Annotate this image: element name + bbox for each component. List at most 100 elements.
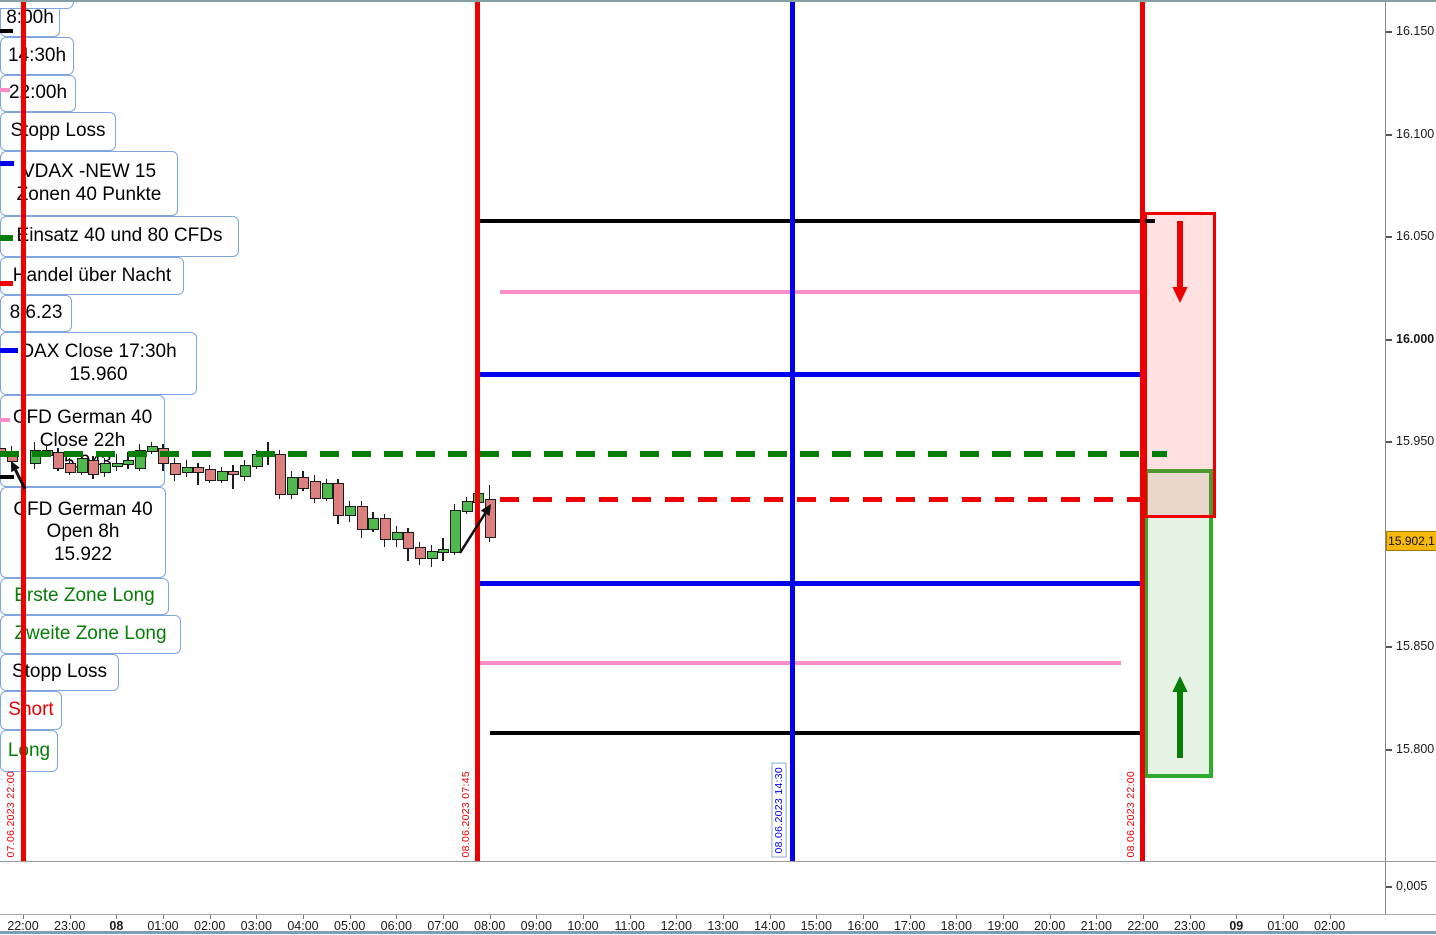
cfd-close-note-text: CFD German 40 <box>12 407 153 429</box>
zweite-zone-short-line[interactable] <box>500 290 1145 295</box>
time-tick <box>442 915 444 919</box>
session-line-0806-0745[interactable] <box>475 0 481 862</box>
stopp-loss-short-text: Stopp Loss <box>10 120 106 142</box>
time-tick <box>1282 915 1284 919</box>
einsatz-note[interactable]: Einsatz 40 und 80 CFDs <box>0 216 239 257</box>
price-tick <box>1386 133 1392 136</box>
einsatz-note-text: Einsatz 40 und 80 CFDs <box>16 225 223 247</box>
left-stub-line-1 <box>0 88 10 92</box>
sub-price-label: 0,005 <box>1396 879 1428 893</box>
price-tick-label: 15.800 <box>1396 741 1435 756</box>
time-tick-label: 18:00 <box>940 919 972 933</box>
datum-label-text: 8.6.23 <box>9 302 63 324</box>
subpanel-separator <box>0 861 1436 862</box>
time-tick-label: 05:00 <box>334 919 366 933</box>
session-line-0806-2200-date-label: 08.06.2023 22:00 <box>1124 771 1137 858</box>
price-tick <box>1386 441 1392 443</box>
session-line-0806-2200[interactable] <box>1140 0 1146 862</box>
stopp-loss-short[interactable]: Stopp Loss <box>0 112 116 151</box>
stopp-loss-long[interactable]: Stopp Loss <box>0 654 119 691</box>
time-tick <box>676 915 678 919</box>
time-tick <box>582 915 584 919</box>
candle <box>135 450 147 469</box>
cfd-open-note[interactable]: CFD German 40 Open 8h 15.922 <box>0 487 166 578</box>
candle <box>123 460 135 465</box>
clipped-label-box[interactable] <box>0 0 74 9</box>
cfd-close-dashed-line[interactable] <box>0 451 1167 458</box>
time-tick <box>302 915 304 919</box>
stopp-loss-short-line[interactable] <box>478 218 1155 223</box>
zweite-zone-label[interactable]: Zweite Zone Long <box>0 615 181 654</box>
candle <box>438 548 450 554</box>
candle-wick <box>115 454 118 471</box>
vdax-note[interactable]: VDAX -NEW 15 Zonen 40 Punkte <box>0 151 178 216</box>
cfd-open-note-text: Open 8h <box>46 521 120 543</box>
time-tick <box>722 915 724 919</box>
short-label[interactable]: Short <box>0 691 62 730</box>
time-tick-label: 03:00 <box>240 919 272 933</box>
erste-zone-label[interactable]: Erste Zone Long <box>0 578 169 615</box>
time-tick-label: 07:00 <box>427 919 459 933</box>
label-1430h[interactable]: 14:30h <box>0 37 74 75</box>
label-2200h[interactable]: 22:00h <box>0 75 76 112</box>
left-stub-line-2 <box>0 160 14 166</box>
time-tick-label: 09:00 <box>520 919 552 933</box>
price-tick-label: 15.950 <box>1396 434 1435 448</box>
time-tick <box>769 915 771 919</box>
time-tick-label: 08:00 <box>474 919 506 933</box>
long-label[interactable]: Long <box>0 730 58 772</box>
candle <box>485 499 497 539</box>
time-tick <box>116 915 118 919</box>
price-tick-label: 16.000 <box>1396 331 1435 346</box>
time-tick-label: 02:00 <box>1313 919 1346 933</box>
left-stub-line-6 <box>0 418 10 422</box>
time-tick <box>1142 915 1144 919</box>
time-tick <box>1189 915 1191 919</box>
time-tick <box>1329 915 1331 919</box>
dax-close-note-text: 15.960 <box>69 363 128 385</box>
candle <box>368 517 380 531</box>
time-tick <box>816 915 818 919</box>
stopp-loss-long-line[interactable] <box>490 731 1145 736</box>
time-tick-label: 23:00 <box>1173 919 1206 933</box>
chart-canvas[interactable]: 07.06.2023 22:00 08.06.2023 07:45 08.06.20… <box>0 0 1385 862</box>
time-axis[interactable]: 22:00 23:00 08 01:00 02:00 03:00 04:00 05:00 06:… <box>0 914 1436 935</box>
dax-close-note[interactable]: DAX Close 17:30h 15.960 <box>0 332 197 395</box>
candle <box>345 505 357 516</box>
erste-zone-short-line[interactable] <box>478 371 1145 377</box>
price-axis[interactable]: 16.150 16.100 16.050 16.000 15.950 15.850 15.8… <box>1385 0 1436 935</box>
session-line-0706-2200[interactable] <box>20 0 26 862</box>
session-line-0806-0745-date-label: 08.06.2023 07:45 <box>459 771 472 858</box>
price-tick-label: 16.050 <box>1396 229 1435 243</box>
candle-wick <box>197 462 199 486</box>
datum-label[interactable]: 8.6.23 <box>0 295 72 332</box>
vdax-note-text: Zonen 40 Punkte <box>16 183 162 205</box>
handel-note[interactable]: Handel über Nacht <box>0 257 184 295</box>
price-tick-label: 16.100 <box>1396 126 1435 141</box>
zweite-zone-long-line[interactable] <box>478 661 1121 666</box>
candle <box>240 464 252 477</box>
long-label-text: Long <box>7 739 51 761</box>
candle <box>310 480 322 500</box>
candle <box>333 483 345 516</box>
label-2200h-text: 22:00h <box>8 82 68 104</box>
candle-wick <box>232 464 234 490</box>
time-tick <box>1236 915 1238 919</box>
erste-zone-long-line[interactable] <box>478 580 1145 586</box>
candle <box>181 466 193 473</box>
time-tick <box>69 915 71 919</box>
candle <box>111 462 123 467</box>
time-tick-label: 02:00 <box>194 919 226 933</box>
cfd-open-dashed-line[interactable] <box>500 496 1145 502</box>
time-tick <box>1049 915 1051 919</box>
long-zone[interactable] <box>1144 468 1213 779</box>
sub-price-tick <box>1386 886 1392 888</box>
session-line-0806-1430[interactable] <box>790 0 796 862</box>
candle <box>450 509 462 553</box>
time-tick <box>396 915 398 919</box>
time-tick-label: 06:00 <box>380 919 412 933</box>
time-tick-label: 14:00 <box>753 919 786 933</box>
short-zone[interactable] <box>1144 212 1216 518</box>
time-tick <box>956 915 958 919</box>
